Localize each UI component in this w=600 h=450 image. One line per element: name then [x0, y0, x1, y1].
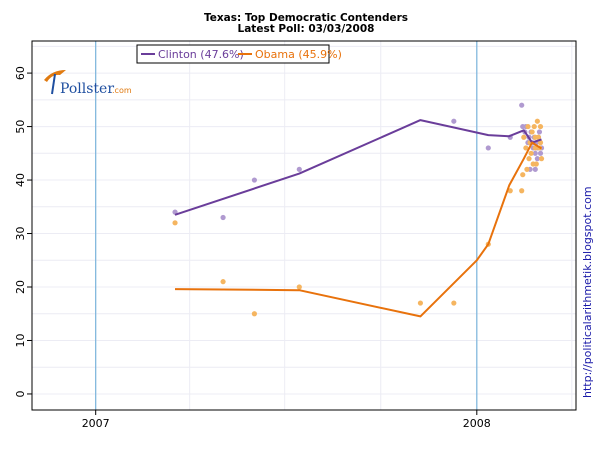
obama-poll-point [538, 156, 545, 162]
trend-lines [174, 119, 543, 318]
obama-poll-point [220, 279, 226, 285]
obama-poll-point [534, 118, 540, 124]
clinton-poll-point [537, 150, 544, 156]
obama-poll-point [533, 161, 539, 167]
year-marker-lines [95, 41, 478, 410]
obama-poll-point [537, 140, 544, 146]
obama-poll-point [537, 123, 544, 130]
pollster-logo-text: Pollster [60, 81, 114, 97]
obama-poll-point [532, 134, 538, 140]
obama-poll-point [528, 150, 534, 156]
obama-poll-point [507, 188, 513, 194]
obama-poll-point [251, 311, 258, 317]
clinton-poll-point [534, 156, 540, 162]
obama-poll-point [531, 123, 537, 130]
clinton-poll-point [220, 214, 226, 221]
x-axis: 2007 2008 [82, 410, 491, 430]
plot-area [32, 41, 576, 410]
y-tick-label: 0 [14, 390, 27, 397]
plot-frame [31, 40, 577, 411]
y-tick-label: 10 [14, 333, 27, 347]
obama-poll-point [524, 166, 530, 172]
obama-poll-point [519, 188, 525, 194]
pollster-logo: Pollster .com [44, 70, 132, 97]
obama-poll-point [525, 123, 531, 130]
source-blog-url: http://politicalarithmetik.blogspot.com [581, 186, 594, 398]
obama-poll-point [529, 129, 535, 135]
obama-poll-point [520, 172, 526, 178]
clinton-poll-point [451, 118, 457, 124]
obama-poll-point [526, 156, 532, 162]
pollster-p-icon [51, 73, 56, 95]
clinton-poll-point [519, 102, 525, 108]
obama-poll-point [532, 145, 538, 151]
pollster-logo-suffix: .com [112, 86, 132, 95]
x-tick-label: 2007 [82, 417, 110, 430]
obama-poll-point [417, 300, 424, 306]
clinton-trend-line [174, 119, 542, 216]
obama-poll-point [296, 284, 302, 290]
y-axis: 0 10 20 30 40 50 60 [14, 66, 32, 397]
y-tick-label: 40 [14, 173, 27, 187]
x-tick-label: 2008 [463, 417, 491, 430]
clinton-poll-point [532, 166, 538, 172]
chart-title: Texas: Top Democratic Contenders [204, 12, 408, 24]
obama-poll-point [523, 145, 529, 151]
y-tick-label: 20 [14, 280, 27, 294]
chart-subtitle: Latest Poll: 03/03/2008 [238, 23, 375, 35]
poll-points [172, 102, 545, 317]
clinton-poll-point [536, 129, 543, 135]
pollster-swoosh-icon [44, 70, 66, 82]
legend-box [136, 44, 330, 64]
obama-poll-point [521, 134, 527, 140]
y-tick-label: 50 [14, 120, 27, 134]
obama-poll-point [451, 300, 457, 306]
y-tick-label: 30 [14, 227, 27, 241]
clinton-poll-point [532, 150, 538, 156]
clinton-poll-point [251, 177, 258, 183]
legend: Clinton (47.6%) Obama (45.9%) [136, 44, 342, 64]
obama-trend-line [174, 141, 543, 318]
legend-entry-clinton: Clinton (47.6%) [158, 48, 244, 61]
obama-poll-point [172, 220, 178, 226]
legend-entry-obama: Obama (45.9%) [255, 48, 342, 61]
y-tick-label: 60 [14, 66, 27, 80]
clinton-poll-point [296, 166, 302, 172]
clinton-poll-point [485, 145, 491, 151]
